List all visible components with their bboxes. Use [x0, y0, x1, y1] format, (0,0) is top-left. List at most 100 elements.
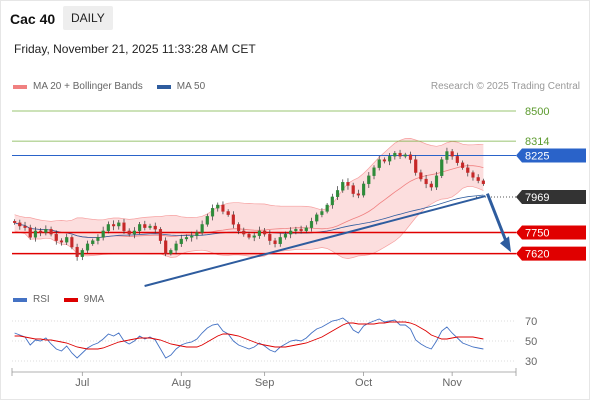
chart-datetime: Friday, November 21, 2025 11:33:28 AM CE… [14, 42, 256, 56]
x-label-jul: Jul [75, 377, 89, 389]
candle [351, 185, 355, 194]
x-label-oct: Oct [355, 377, 372, 389]
rsi-ma-line [14, 321, 484, 350]
rsi-tick-30: 30 [525, 356, 537, 368]
candle [393, 152, 397, 157]
level-tag-7969 [516, 190, 586, 205]
candle [362, 183, 366, 196]
candle [138, 224, 142, 232]
candle [242, 230, 246, 235]
candle [96, 237, 100, 241]
candle [205, 216, 209, 225]
candle [122, 222, 126, 232]
candle [91, 240, 95, 245]
candle [231, 214, 235, 225]
candle [377, 159, 381, 168]
candle [309, 221, 314, 228]
level-tag-7750 [516, 225, 586, 240]
candle [403, 154, 407, 157]
candle [283, 233, 288, 238]
candle [216, 204, 220, 209]
timeframe-button[interactable]: DAILY [63, 6, 113, 30]
candle [164, 240, 168, 254]
candle [226, 211, 230, 215]
ma50-swatch [156, 84, 171, 89]
candle [481, 180, 485, 185]
legend-ma50-label: MA 50 [176, 81, 206, 92]
candle [440, 159, 444, 176]
forecast-arrow-head [500, 236, 511, 253]
legend-rsi-ma-label: 9MA [83, 294, 105, 305]
candle [236, 224, 241, 232]
candle [315, 214, 319, 222]
x-label-sep: Sep [255, 377, 275, 389]
candle [471, 172, 475, 178]
candle [330, 196, 334, 206]
candle [70, 237, 74, 248]
candle [278, 237, 282, 245]
rsi-line [14, 317, 484, 359]
candle [466, 167, 470, 173]
level-label-7750: 7750 [525, 228, 549, 240]
candle [304, 227, 308, 232]
candle [367, 175, 371, 185]
level-label-7969: 7969 [525, 192, 549, 204]
candle [101, 230, 105, 238]
candle [75, 246, 79, 257]
candle [39, 230, 43, 233]
candle [18, 222, 22, 227]
candle [257, 230, 262, 236]
candle [143, 224, 147, 228]
candle [221, 204, 225, 212]
level-tag-8225 [516, 148, 586, 163]
candle [320, 211, 324, 215]
candle [476, 177, 480, 181]
candle [398, 152, 402, 157]
candle [408, 154, 413, 160]
candle [23, 225, 27, 228]
candle [273, 240, 277, 245]
x-label-nov: Nov [442, 377, 462, 389]
rsi-legend: RSI 9MA [13, 294, 104, 305]
rsi-tick-70: 70 [525, 316, 537, 328]
candle [460, 162, 465, 168]
candle [335, 190, 340, 198]
candle [450, 151, 454, 157]
candle [429, 183, 433, 188]
candle [268, 233, 272, 241]
candle [132, 230, 136, 235]
candle [80, 250, 84, 257]
candle [419, 172, 423, 180]
candle [294, 229, 298, 232]
level-label-8314: 8314 [525, 136, 549, 148]
candle [13, 221, 17, 223]
candle [263, 230, 267, 235]
legend-ma20-label: MA 20 + Bollinger Bands [33, 81, 143, 92]
candle [54, 233, 58, 241]
x-label-aug: Aug [171, 377, 191, 389]
candle [148, 225, 152, 228]
bollinger-band-area [14, 138, 484, 259]
candle [356, 193, 360, 196]
top-bar: Cac 40 DAILY [0, 0, 590, 36]
candle [210, 208, 215, 217]
candle [106, 224, 110, 232]
candle [179, 238, 183, 245]
price-legend: MA 20 + Bollinger Bands MA 50 [13, 81, 205, 92]
rsi-ma-swatch [63, 297, 78, 302]
level-label-8225: 8225 [525, 151, 549, 163]
candle [247, 233, 251, 238]
candle [184, 237, 189, 240]
candle [174, 243, 178, 251]
candle [414, 159, 418, 173]
candle [59, 240, 64, 243]
level-label-7620: 7620 [525, 249, 549, 261]
candle [299, 229, 303, 232]
ma20-swatch [13, 84, 27, 89]
candle [289, 230, 293, 235]
rsi-tick-50: 50 [525, 336, 537, 348]
bollinger-upper-line [14, 138, 484, 222]
candle [127, 230, 131, 235]
candle [85, 243, 90, 251]
